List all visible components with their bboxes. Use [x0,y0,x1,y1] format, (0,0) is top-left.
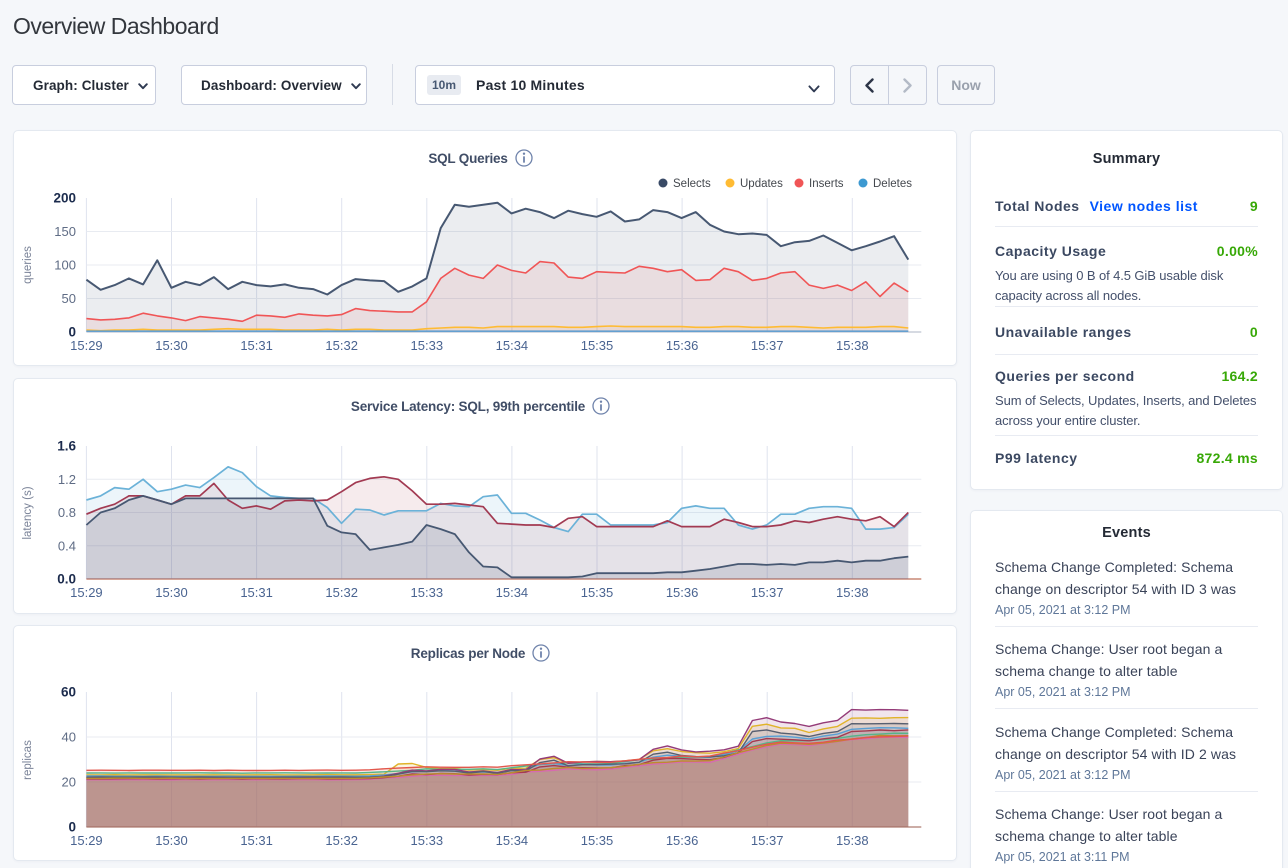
svg-text:0.0: 0.0 [57,572,76,587]
svg-text:Deletes: Deletes [873,178,912,190]
svg-text:15:38: 15:38 [836,338,869,353]
svg-text:15:37: 15:37 [751,338,784,353]
svg-text:15:30: 15:30 [155,585,188,600]
svg-text:15:31: 15:31 [240,833,273,848]
svg-text:15:35: 15:35 [581,585,614,600]
svg-text:queries: queries [22,246,34,284]
svg-text:15:38: 15:38 [836,585,869,600]
svg-text:15:37: 15:37 [751,585,784,600]
svg-text:Inserts: Inserts [809,178,844,190]
svg-text:Service Latency: SQL, 99th per: Service Latency: SQL, 99th percentile [351,399,586,414]
svg-text:0.4: 0.4 [58,538,76,553]
svg-text:15:36: 15:36 [666,585,699,600]
svg-text:Selects: Selects [673,178,711,190]
svg-text:15:31: 15:31 [240,338,273,353]
svg-text:15:29: 15:29 [70,338,103,353]
svg-text:15:33: 15:33 [411,338,444,353]
svg-text:SQL Queries: SQL Queries [428,151,507,166]
svg-text:15:37: 15:37 [751,833,784,848]
svg-text:15:34: 15:34 [496,585,529,600]
svg-text:15:33: 15:33 [411,833,444,848]
svg-text:15:30: 15:30 [155,338,188,353]
svg-text:40: 40 [62,730,76,745]
svg-text:15:30: 15:30 [155,833,188,848]
svg-text:1.6: 1.6 [57,439,76,454]
svg-text:60: 60 [61,685,76,700]
svg-text:15:32: 15:32 [325,338,358,353]
svg-text:15:29: 15:29 [70,833,103,848]
svg-text:15:36: 15:36 [666,833,699,848]
svg-text:20: 20 [62,775,76,790]
svg-text:15:34: 15:34 [496,833,529,848]
svg-text:15:29: 15:29 [70,585,103,600]
svg-text:15:36: 15:36 [666,338,699,353]
svg-text:15:38: 15:38 [836,833,869,848]
svg-text:Replicas per Node: Replicas per Node [411,646,526,661]
svg-text:15:32: 15:32 [325,833,358,848]
svg-text:15:33: 15:33 [411,585,444,600]
svg-text:latency (s): latency (s) [22,486,34,539]
svg-text:replicas: replicas [22,740,34,780]
svg-text:150: 150 [54,224,76,239]
svg-text:15:35: 15:35 [581,833,614,848]
svg-text:15:32: 15:32 [325,585,358,600]
svg-text:1.2: 1.2 [58,472,76,487]
svg-text:15:34: 15:34 [496,338,529,353]
svg-text:0: 0 [68,820,76,835]
svg-text:15:35: 15:35 [581,338,614,353]
svg-text:50: 50 [62,291,76,306]
svg-text:15:31: 15:31 [240,585,273,600]
svg-text:100: 100 [54,258,76,273]
svg-text:Updates: Updates [740,178,783,190]
svg-text:0.8: 0.8 [58,505,76,520]
svg-text:0: 0 [68,325,76,340]
svg-text:200: 200 [53,191,76,206]
